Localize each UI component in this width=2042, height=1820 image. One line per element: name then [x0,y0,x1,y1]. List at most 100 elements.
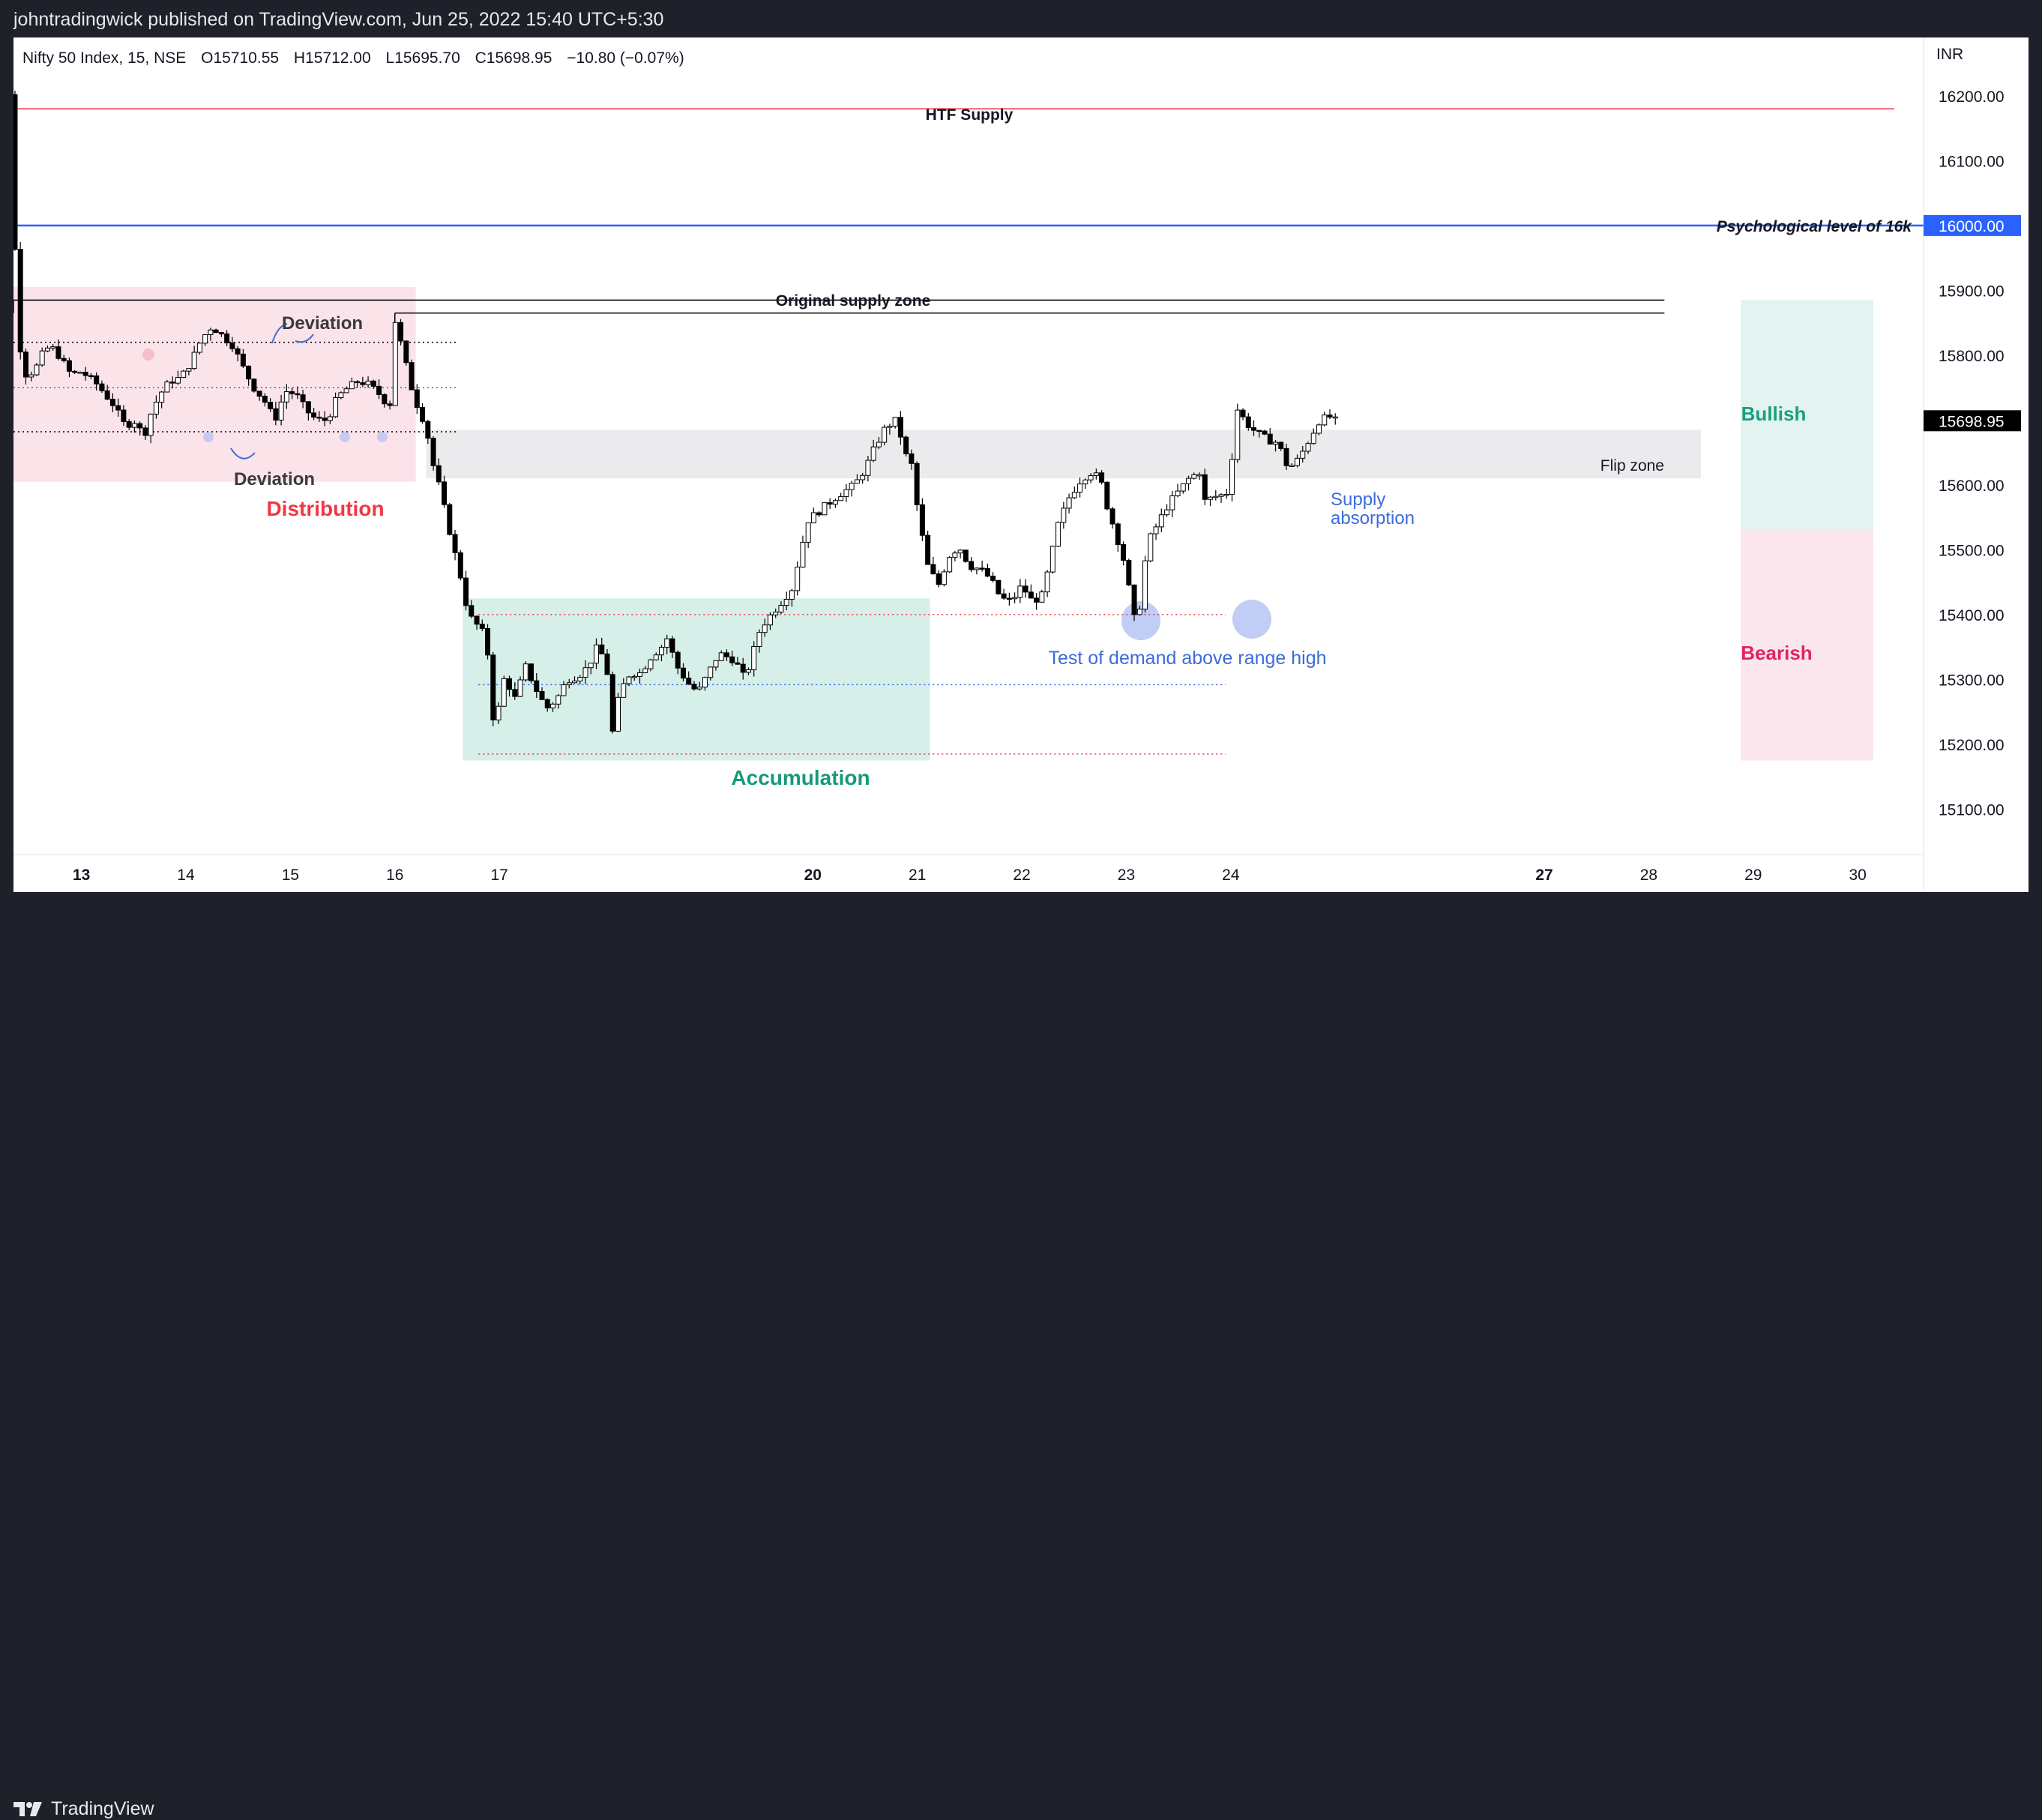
candle-body [273,408,279,421]
publisher-bar: johntradingwick published on TradingView… [0,0,2042,37]
candle-body [22,352,28,378]
candle-body [420,407,426,422]
time-tick-label: 20 [804,867,822,884]
candle-body [947,557,953,573]
candle-body [582,667,588,678]
candle-body [1202,474,1208,500]
candle-body [66,360,72,372]
candle-body [1169,495,1175,510]
candle-body [1001,593,1007,599]
time-tick-label: 13 [73,867,90,884]
candle-body [566,682,572,686]
candle-body [832,500,838,505]
candle-body [251,379,257,392]
zone-bearish [1741,530,1874,761]
candle-body [919,504,925,536]
candle-body [208,329,214,336]
price-mark-label-0: 16000.00 [1939,218,2005,235]
time-tick-label: 23 [1118,867,1135,884]
candle-body [979,567,985,570]
candle-body [175,377,181,384]
candle-body [1300,451,1306,459]
candle-body [131,423,137,428]
price-tick-label: 15100.00 [1939,801,2005,819]
candle-body [550,703,556,708]
candle-body [729,656,735,663]
candle-body [1223,493,1229,496]
candle-body [17,249,23,353]
supply-absorption-label-2: absorption [1331,508,1415,528]
candle-body [1235,409,1241,460]
candle-body [909,453,915,464]
candle-body [1267,433,1273,445]
candle-body [1332,416,1338,419]
candle-body [822,502,828,516]
deviation-arrow-bottom [230,448,256,459]
candle-body [501,678,507,707]
candle-body [1131,584,1137,615]
candle-body [300,394,306,403]
candle-body [295,393,301,396]
levels-layer [13,108,1924,755]
test-demand-label: Test of demand above range high [1048,648,1326,669]
candle-body [268,402,274,409]
candle-body [1126,560,1132,585]
candle-body [322,418,328,421]
zones-layer [13,287,1874,761]
candle-body [642,668,648,673]
time-tick-label: 21 [909,867,926,884]
candle-body [164,382,170,393]
time-tick-label: 16 [386,867,403,884]
candle-body [984,567,990,577]
candle-body [121,409,127,422]
candle-body [181,370,187,379]
candle-body [496,705,502,721]
candle-body [1049,546,1055,573]
candle-body [865,459,871,476]
candle-body [1158,514,1164,528]
candle-body [669,638,675,653]
price-mark-bg-1 [1924,410,2021,432]
time-tick-label: 30 [1849,867,1867,884]
candle-body [713,660,719,668]
deviation-marker-low-3 [377,432,388,442]
psych-level-label: Psychological level of 16k [1717,218,1913,235]
candle-body [615,696,621,732]
price-tick-label: 15800.00 [1939,348,2005,365]
candle-body [745,669,751,673]
chart-area[interactable]: HTF Supply Psychological level of 16k Or… [0,37,2029,892]
candle-body [289,391,295,394]
candle-body [338,392,344,398]
price-tick-label: 15600.00 [1939,477,2005,495]
candle-body [109,399,115,406]
tradingview-logo[interactable]: TradingView [13,1798,154,1820]
candle-body [99,383,105,391]
zone-bullish [1741,300,1874,531]
markers-layer [142,323,1271,640]
candle-body [1262,430,1268,435]
candle-body [436,465,442,483]
candle-body [39,350,45,366]
candle-body [387,403,393,406]
bearish-label: Bearish [1741,642,1812,664]
distribution-label: Distribution [266,497,384,520]
candle-body [974,567,980,570]
candle-body [1109,508,1115,525]
chart-canvas[interactable]: HTF Supply Psychological level of 16k Or… [0,37,2029,892]
candle-body [28,374,34,378]
candle-body [365,380,371,385]
candle-body [882,427,888,443]
candle-body [735,662,741,665]
candle-body [767,614,773,626]
candle-body [442,481,448,505]
zone-accumulation [463,598,930,761]
candle-body [528,663,534,681]
candle-body [773,612,779,615]
bullish-label: Bullish [1741,403,1807,425]
candle-body [1316,424,1322,434]
original-supply-label: Original supply zone [776,292,931,310]
candle-body [142,427,148,436]
candle-body [12,94,18,250]
candle-body [1273,442,1279,445]
candle-body [403,340,409,364]
